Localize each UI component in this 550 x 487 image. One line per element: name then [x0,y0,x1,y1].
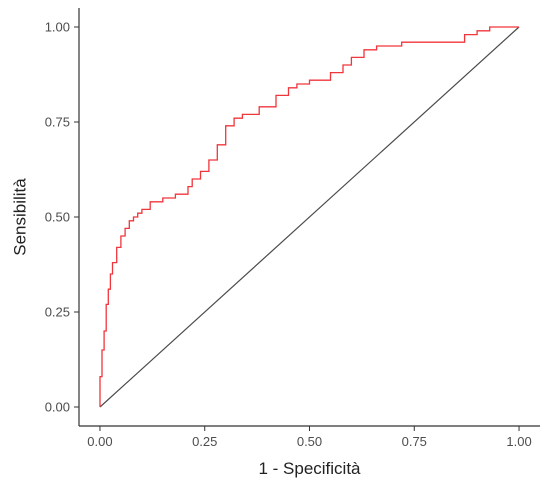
x-tick-label: 0.75 [402,434,427,449]
y-tick-label: 1.00 [45,20,70,35]
roc-curve-line [99,26,519,407]
x-axis-ticks: 0.00 0.25 0.50 0.75 1.00 [87,426,532,449]
y-axis-ticks: 0.00 0.25 0.50 0.75 1.00 [45,20,79,415]
reference-diagonal-line [99,26,520,408]
y-axis-title: Sensibilità [10,178,29,256]
x-tick-label: 1.00 [506,434,531,449]
x-axis-title: 1 - Specificità [258,459,361,478]
y-tick-label: 0.00 [45,400,70,415]
y-tick-label: 0.75 [45,115,70,130]
y-tick-label: 0.50 [45,210,70,225]
y-tick-label: 0.25 [45,305,70,320]
x-tick-label: 0.00 [87,434,112,449]
x-tick-label: 0.25 [192,434,217,449]
x-tick-label: 0.50 [297,434,322,449]
